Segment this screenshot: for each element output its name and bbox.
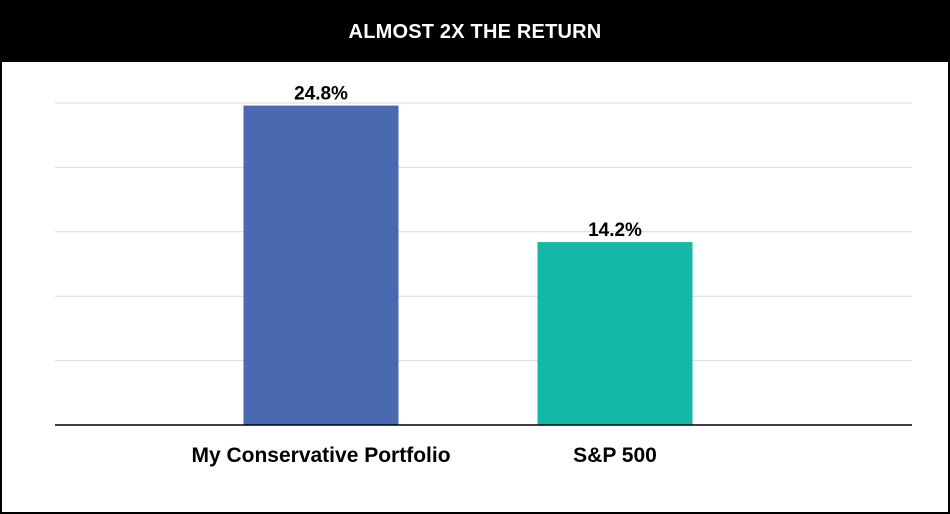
chart-title: ALMOST 2X THE RETURN [2,2,948,62]
data-label-1: 24.8% [294,84,348,105]
bar-2 [537,242,693,425]
category-label-2: S&P 500 [573,444,657,467]
data-label-2: 14.2% [588,220,642,241]
labels: 24.8% My Conservative Portfolio 14.2% S&P 5… [191,84,656,467]
category-label-1: My Conservative Portfolio [191,444,450,467]
bar-1 [243,105,399,426]
bars [243,105,693,426]
gridlines [55,102,912,362]
